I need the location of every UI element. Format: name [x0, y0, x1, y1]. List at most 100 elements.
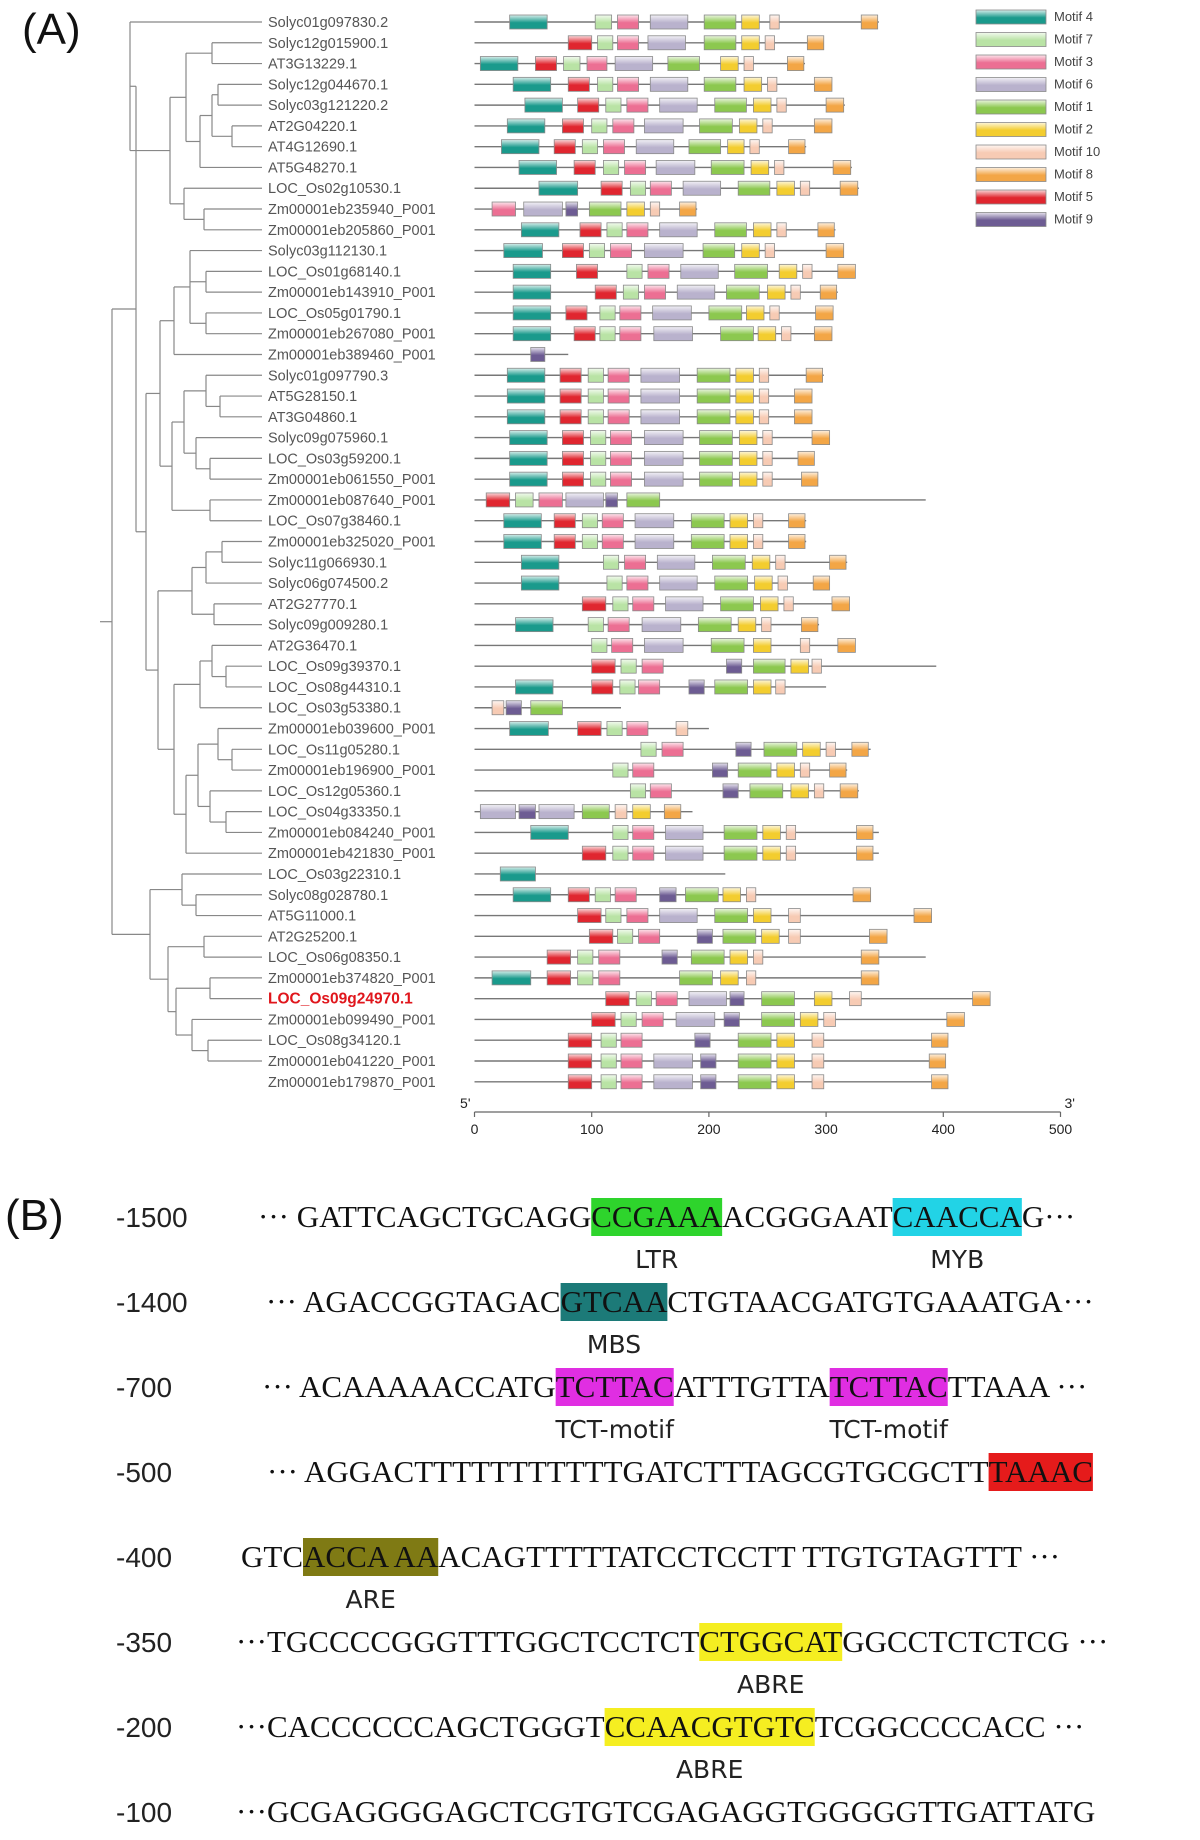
sequence-text: ATTTGTTA — [674, 1369, 831, 1404]
motif-box — [619, 326, 642, 342]
gene-label: Zm00001eb179870_P001 — [268, 1075, 436, 1091]
motif-box — [737, 1074, 772, 1090]
gene-row: Solyc11g066930.1 — [268, 554, 848, 571]
motif-box — [869, 928, 888, 944]
motif-box — [638, 679, 661, 695]
gene-label: LOC_Os01g68140.1 — [268, 264, 401, 280]
cis-element-label: ABRE — [676, 1755, 743, 1784]
gene-label: Zm00001eb205860_P001 — [268, 223, 436, 239]
motif-box — [588, 928, 614, 944]
element-highlight — [988, 1453, 1093, 1491]
gene-label: LOC_Os08g44310.1 — [268, 680, 401, 696]
motif-box — [603, 160, 620, 175]
motif-box — [562, 471, 584, 487]
cis-element-label: MBS — [587, 1330, 641, 1359]
motif-box — [591, 679, 614, 695]
legend-swatch — [975, 99, 1047, 115]
motif-box — [699, 430, 733, 446]
motif-box — [612, 762, 629, 778]
motif-box — [524, 97, 563, 113]
motif-box — [538, 804, 575, 820]
motif-box — [699, 118, 733, 134]
motif-box — [565, 201, 579, 217]
motif-box — [860, 14, 879, 30]
cis-element-sequence: TCTTAC — [830, 1369, 948, 1404]
gene-row: AT3G13229.1 — [268, 56, 806, 73]
motif-box — [626, 97, 649, 113]
legend-item: Motif 6 — [975, 77, 1093, 92]
motif-box — [811, 430, 831, 446]
motif-box — [737, 180, 771, 196]
motif-box — [811, 1053, 825, 1069]
element-highlight — [699, 1623, 843, 1661]
motif-box — [815, 305, 834, 321]
motif-box — [610, 430, 632, 446]
axis-tick-label: 100 — [580, 1121, 604, 1137]
motif-box — [632, 762, 655, 778]
motif-box — [806, 35, 825, 51]
motif-box — [676, 284, 716, 300]
motif-box — [839, 180, 859, 196]
legend-swatch — [975, 77, 1047, 92]
motif-box — [559, 388, 582, 404]
motif-box — [491, 700, 505, 716]
motif-box — [591, 658, 616, 674]
gene-label: AT5G28150.1 — [268, 389, 357, 405]
motif-box — [799, 762, 811, 778]
motif-box — [928, 1053, 947, 1069]
sequence-text: ACAGTTTTTATCCTCCTT TTGTGTAGTTT ··· — [438, 1539, 1060, 1574]
legend-swatch — [975, 189, 1047, 205]
legend-label: Motif 3 — [1054, 54, 1093, 69]
motif-box — [829, 762, 847, 778]
motif-box — [802, 263, 813, 279]
motif-box — [601, 513, 624, 529]
gene-row: Solyc01g097830.2 — [268, 14, 879, 31]
motif-box — [617, 14, 639, 30]
gene-row: AT2G25200.1 — [268, 928, 888, 945]
gene-row: Solyc08g028780.1 — [268, 887, 872, 904]
legend-item: Motif 5 — [975, 189, 1093, 205]
motif-box — [690, 513, 725, 529]
motif-box — [649, 783, 672, 799]
motif-box — [761, 991, 795, 1007]
motif-box — [656, 554, 696, 570]
motif-box — [565, 305, 588, 321]
motif-box — [605, 492, 618, 508]
motif-box — [655, 991, 678, 1007]
legend-item: Motif 2 — [975, 122, 1093, 137]
cis-element-sequence: CCGAAA — [591, 1199, 723, 1234]
motif-box — [509, 471, 548, 487]
motif-box — [626, 222, 649, 238]
legend-item: Motif 3 — [975, 54, 1093, 70]
motif-box — [764, 243, 775, 258]
motif-box — [581, 513, 598, 529]
motif-box — [599, 326, 616, 342]
motif-box — [788, 928, 801, 944]
motif-box — [491, 970, 532, 986]
gene-row: Zm00001eb235940_P001 — [268, 201, 698, 218]
gene-row: Solyc12g044670.1 — [268, 76, 833, 93]
motif-box — [783, 596, 794, 612]
motif-box — [626, 492, 661, 508]
motif-box — [659, 97, 698, 113]
element-highlight — [591, 1198, 723, 1236]
motif-box — [813, 326, 833, 342]
motif-box — [641, 617, 682, 633]
motif-box — [562, 450, 584, 466]
motif-box — [813, 783, 825, 799]
motif-box — [679, 201, 697, 217]
gene-row: LOC_Os01g68140.1 — [268, 263, 856, 280]
motif-box — [509, 14, 548, 30]
motif-box — [632, 825, 655, 840]
promoter-row: -200 ···CACCCCCCAGCTGGGT CCAACGTGTC TCGGCCC… — [116, 1708, 1084, 1784]
motif-box — [559, 409, 582, 425]
motif-box — [512, 263, 552, 279]
promoter-row: -1500 ··· GATTCAGCTGCAGG CCGAAA ACGGGAAT CAA… — [116, 1198, 1075, 1274]
motif-box — [753, 97, 772, 113]
motif-box — [829, 554, 847, 570]
motif-box — [610, 243, 632, 258]
motif-box — [512, 284, 552, 300]
motif-box — [696, 367, 731, 383]
gene-label: Solyc03g121220.2 — [268, 98, 388, 114]
